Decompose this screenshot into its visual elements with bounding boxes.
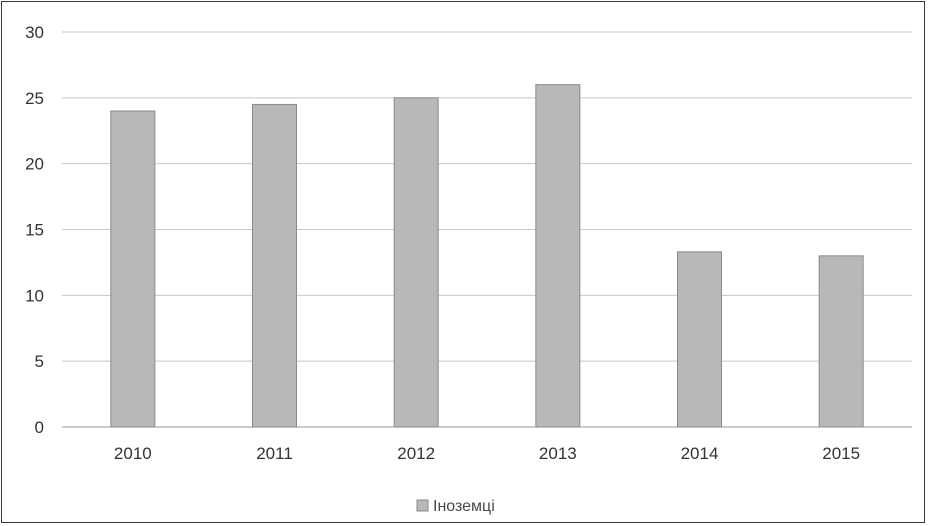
bar-2012 xyxy=(393,97,439,428)
y-tick-label: 25 xyxy=(25,89,44,108)
y-tick-label: 20 xyxy=(25,155,44,174)
x-tick-label: 2015 xyxy=(822,444,860,463)
legend-label: Іноземці xyxy=(433,498,495,515)
bar-2015 xyxy=(818,255,864,428)
legend: Іноземці xyxy=(416,498,495,515)
y-tick-label: 30 xyxy=(25,23,44,42)
bar-2010 xyxy=(110,110,156,428)
legend-swatch xyxy=(416,499,429,512)
y-tick-label: 10 xyxy=(25,286,44,305)
y-tick-label: 15 xyxy=(25,221,44,240)
x-axis-tick-labels: 2010 2011 2012 2013 2014 2015 xyxy=(114,444,860,463)
bar-2014 xyxy=(677,251,722,428)
y-tick-label: 5 xyxy=(35,352,44,371)
bar-2011 xyxy=(252,103,297,428)
x-tick-label: 2010 xyxy=(114,444,152,463)
x-tick-label: 2012 xyxy=(397,444,435,463)
gridlines xyxy=(62,31,912,428)
bars xyxy=(110,84,864,428)
x-tick-label: 2014 xyxy=(681,444,719,463)
y-tick-label: 0 xyxy=(35,418,44,437)
x-tick-label: 2011 xyxy=(256,444,293,463)
y-axis-tick-labels: 0 5 10 15 20 25 30 xyxy=(25,23,44,437)
bar-2013 xyxy=(535,84,581,428)
x-tick-label: 2013 xyxy=(539,444,577,463)
